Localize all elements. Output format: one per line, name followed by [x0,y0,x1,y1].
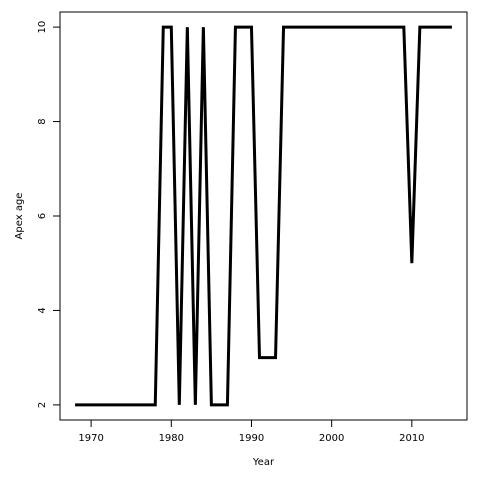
y-tick-label: 6 [37,213,48,219]
x-tick-label: 1990 [239,433,264,444]
x-tick-label: 2010 [399,433,424,444]
x-tick-label: 1980 [159,433,184,444]
x-axis-label: Year [252,457,275,468]
x-tick-label: 1970 [78,433,103,444]
y-tick-label: 2 [37,402,48,408]
y-tick-label: 4 [37,307,48,313]
y-tick-label: 10 [37,21,48,34]
x-tick-label: 2000 [319,433,344,444]
y-tick-label: 8 [37,118,48,124]
data-line [75,25,452,407]
y-axis-label: Apex age [14,193,25,240]
